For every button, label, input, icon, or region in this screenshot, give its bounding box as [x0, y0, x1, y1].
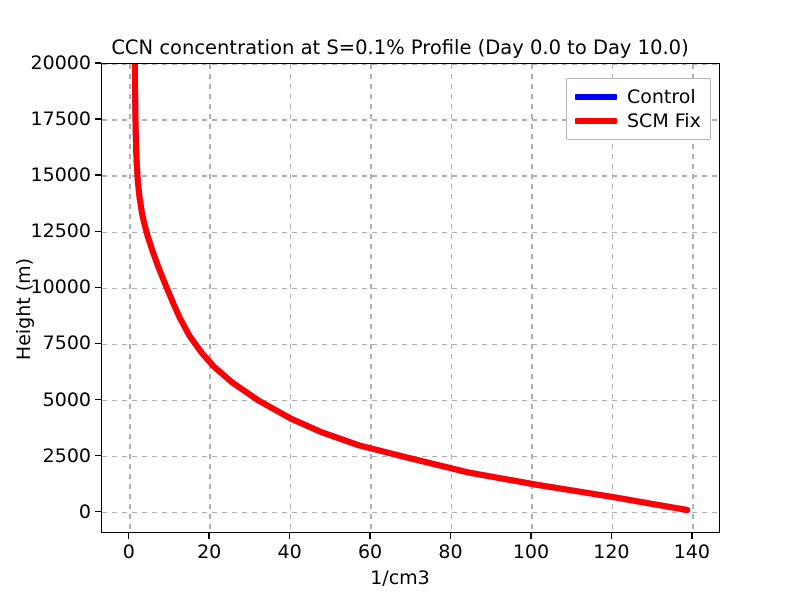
gridline-horizontal — [102, 231, 719, 233]
legend-entry-scm-fix[interactable]: SCM Fix — [575, 109, 701, 133]
legend-label: SCM Fix — [627, 109, 701, 132]
x-tick-mark — [691, 533, 693, 539]
x-tick-label: 140 — [673, 541, 710, 563]
y-tick-label: 20000 — [30, 52, 91, 74]
gridline-horizontal — [102, 343, 719, 346]
y-tick-mark — [95, 118, 101, 120]
legend-label: Control — [627, 85, 696, 108]
gridline-horizontal — [102, 119, 719, 121]
gridline-vertical — [531, 64, 533, 532]
x-tick-mark — [128, 533, 130, 539]
y-tick-label: 17500 — [30, 108, 91, 131]
legend-color-swatch — [575, 118, 617, 124]
gridline-vertical — [370, 64, 372, 532]
gridline-horizontal — [102, 511, 719, 514]
data-curves — [131, 64, 691, 513]
gridline-horizontal — [102, 175, 719, 177]
plot-area — [101, 63, 720, 533]
y-tick-label: 0 — [78, 500, 91, 523]
gridline-vertical — [692, 64, 694, 532]
x-tick-label: 0 — [122, 541, 135, 563]
y-tick-mark — [95, 454, 101, 457]
gridline-vertical — [129, 64, 131, 532]
y-tick-label: 10000 — [30, 276, 91, 299]
y-tick-label: 5000 — [42, 388, 91, 411]
gridline-horizontal — [102, 64, 719, 65]
series-line-scm-fix — [131, 64, 691, 513]
gridline-vertical — [289, 64, 292, 532]
y-tick-mark — [95, 342, 101, 345]
y-tick-mark — [95, 62, 101, 64]
x-tick-label: 100 — [512, 541, 550, 563]
x-tick-mark — [610, 533, 613, 539]
legend: Control SCM Fix — [566, 78, 711, 140]
y-tick-mark — [95, 174, 101, 176]
x-tick-label: 60 — [357, 541, 383, 563]
gridline-horizontal — [102, 287, 719, 290]
x-tick-label: 120 — [593, 541, 630, 563]
gridline-vertical — [450, 64, 453, 532]
legend-entry-control[interactable]: Control — [575, 85, 701, 109]
chart-title: CCN concentration at S=0.1% Profile (Day… — [111, 36, 689, 59]
gridline-horizontal — [102, 399, 719, 402]
y-tick-mark — [95, 398, 101, 401]
x-tick-label: 80 — [438, 541, 463, 563]
x-tick-label: 20 — [197, 541, 222, 563]
x-tick-label: 40 — [277, 541, 302, 563]
y-tick-mark — [95, 286, 101, 289]
x-tick-mark — [530, 533, 532, 539]
x-tick-mark — [208, 533, 210, 539]
y-tick-label: 7500 — [42, 332, 91, 355]
y-tick-label: 15000 — [30, 164, 91, 187]
legend-color-swatch — [575, 94, 617, 100]
y-tick-label: 12500 — [30, 220, 91, 243]
gridline-vertical — [611, 64, 614, 532]
x-tick-mark — [288, 533, 291, 539]
gridline-vertical — [209, 64, 211, 532]
x-axis-label: 1/cm3 — [370, 567, 430, 589]
y-tick-label: 2500 — [42, 444, 91, 467]
x-tick-mark — [449, 533, 452, 539]
y-tick-mark — [95, 510, 101, 513]
x-tick-mark — [369, 533, 371, 539]
y-axis-label: Height (m) — [13, 257, 35, 361]
y-tick-mark — [95, 230, 101, 232]
